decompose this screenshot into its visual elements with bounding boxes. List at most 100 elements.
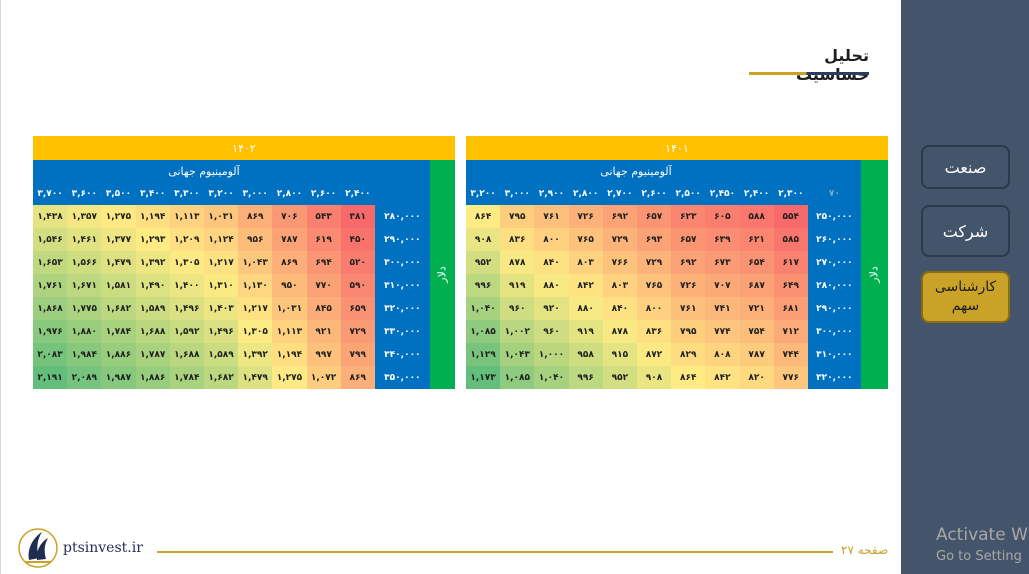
column-header-cell: ۳,۶۰۰ xyxy=(67,182,102,205)
table-cell: ۶۹۴ xyxy=(306,251,341,274)
column-header-cell: ۲,۴۰۰ xyxy=(739,182,774,205)
column-header-cell: ۲,۳۰۰ xyxy=(773,182,808,205)
table-corner-cell: ۷۰ xyxy=(807,182,861,205)
row-header-cell: ۳۲۰,۰۰۰ xyxy=(807,366,861,389)
nav-button-industry[interactable]: صنعت xyxy=(921,145,1010,189)
table-cell: ۷۷۶ xyxy=(773,366,808,389)
row-header-cell: ۳۴۰,۰۰۰ xyxy=(374,343,430,366)
table-cell: ۱,۲۰۹ xyxy=(169,228,204,251)
table-cell: ۱,۰۸۵ xyxy=(466,320,501,343)
table-cell: ۸۰۰ xyxy=(636,297,672,320)
slide: تحلیل حساسیت ۱۴۰۲ آلومینیوم جهانی ۳,۷۰۰۳… xyxy=(0,0,889,574)
table-cell: ۶۸۱ xyxy=(773,297,808,320)
column-header-cell: ۲,۶۰۰ xyxy=(306,182,341,205)
table-cell: ۱,۳۰۵ xyxy=(169,251,204,274)
table-row: ۱,۰۴۰ ۹۶۰ ۹۲۰ ۸۸۰ ۸۴۰ ۸۰۰ ۷۶۱ ۷۴۱ ۷۲۱ ۶۸۱ ۲۹۰,۰۰۰ xyxy=(466,297,861,320)
table-cell: ۱,۰۸۵ xyxy=(500,366,535,389)
column-header-cell: ۳,۷۰۰ xyxy=(33,182,68,205)
table-row: ۱,۷۶۱ ۱,۶۷۱ ۱,۵۸۱ ۱,۴۹۰ ۱,۴۰۰ ۱,۳۱۰ ۱,۱۳۰ ۹۵۰ ۷۷… xyxy=(33,274,430,297)
row-header-cell: ۲۸۰,۰۰۰ xyxy=(807,274,861,297)
row-header-cell: ۲۸۰,۰۰۰ xyxy=(374,205,430,228)
table-cell: ۷۹۹ xyxy=(340,343,375,366)
table-cell: ۶۸۷ xyxy=(739,274,774,297)
table-cell: ۹۵۶ xyxy=(238,228,273,251)
table-cell: ۸۸۰ xyxy=(534,274,569,297)
watermark-subtitle: Go to Setting xyxy=(936,549,1022,564)
table-cell: ۸۶۹ xyxy=(340,366,375,389)
column-header-cell: ۲,۴۰۰ xyxy=(340,182,375,205)
table-cell: ۹۱۹ xyxy=(500,274,535,297)
table-cell: ۱,۴۹۶ xyxy=(169,297,204,320)
row-header-cell: ۳۲۰,۰۰۰ xyxy=(374,297,430,320)
table-cell: ۱,۱۹۴ xyxy=(135,205,170,228)
column-header-cell: ۳,۰۰۰ xyxy=(238,182,273,205)
table-cell: ۱,۷۸۴ xyxy=(169,366,204,389)
table-cell: ۹۶۰ xyxy=(500,297,535,320)
table-cell: ۶۲۳ xyxy=(671,205,706,228)
column-header-cell: ۳,۲۰۰ xyxy=(203,182,239,205)
table-cell: ۶۹۲ xyxy=(602,205,637,228)
table-cell: ۱,۵۸۹ xyxy=(135,297,170,320)
row-header-cell: ۲۶۰,۰۰۰ xyxy=(807,228,861,251)
table-cell: ۶۱۹ xyxy=(306,228,341,251)
column-header-cell: ۲,۴۵۰ xyxy=(705,182,740,205)
table-cell: ۱,۱۱۳ xyxy=(272,320,307,343)
table-cell: ۱,۲۱۷ xyxy=(203,251,239,274)
table-header-label: آلومینیوم جهانی xyxy=(466,160,861,182)
nav-button-stock-valuation[interactable]: کارشناسی سهم xyxy=(921,271,1010,323)
table-row: ۲,۱۹۱ ۲,۰۸۹ ۱,۹۸۷ ۱,۸۸۶ ۱,۷۸۴ ۱,۶۸۲ ۱,۴۷۹ ۱,۲۷۵… xyxy=(33,366,430,389)
table-cell: ۷۲۹ xyxy=(340,320,375,343)
table-cell: ۷۲۱ xyxy=(739,297,774,320)
table-cell: ۱,۱۲۴ xyxy=(203,228,239,251)
table-cell: ۷۶۵ xyxy=(568,228,603,251)
table-cell: ۵۸۵ xyxy=(773,228,808,251)
nav-button-company[interactable]: شرکت xyxy=(921,205,1010,257)
table-cell: ۸۰۳ xyxy=(602,274,637,297)
table-cell: ۹۰۸ xyxy=(466,228,501,251)
table-cell: ۸۶۹ xyxy=(272,251,307,274)
table-cell: ۷۲۶ xyxy=(568,205,603,228)
table-row: ۱,۱۲۹ ۱,۰۴۳ ۱,۰۰۰ ۹۵۸ ۹۱۵ ۸۷۲ ۸۲۹ ۸۰۸ ۷۸۷ ۷۴۴ ۳۱۰,… xyxy=(466,343,861,366)
table-row: ۱,۸۶۸ ۱,۷۷۵ ۱,۶۸۲ ۱,۵۸۹ ۱,۴۹۶ ۱,۴۰۳ ۱,۲۱۷ ۱,۰۳۱… xyxy=(33,297,430,320)
table-cell: ۲,۱۹۱ xyxy=(33,366,68,389)
column-header-cell: ۲,۶۰۰ xyxy=(636,182,672,205)
table-cell: ۷۰۷ xyxy=(705,274,740,297)
table-row: ۱,۵۴۶ ۱,۴۶۱ ۱,۳۷۷ ۱,۲۹۳ ۱,۲۰۹ ۱,۱۲۴ ۹۵۶ ۷۸۷ ۶۱۹ ۴… xyxy=(33,228,430,251)
column-header-cell: ۳,۳۰۰ xyxy=(169,182,204,205)
table-row: ۲,۰۸۳ ۱,۹۸۴ ۱,۸۸۶ ۱,۷۸۷ ۱,۶۸۸ ۱,۵۸۹ ۱,۳۹۲ ۱,۱۹۴… xyxy=(33,343,430,366)
table-cell: ۱,۸۸۶ xyxy=(135,366,170,389)
row-header-cell: ۳۰۰,۰۰۰ xyxy=(807,320,861,343)
table-cell: ۷۲۹ xyxy=(602,228,637,251)
table-row: ۱,۶۵۳ ۱,۵۶۶ ۱,۴۷۹ ۱,۳۹۲ ۱,۳۰۵ ۱,۲۱۷ ۱,۰۴۳ ۸۶۹ ۶۹… xyxy=(33,251,430,274)
table-grid: آلومینیوم جهانی ۳,۲۰۰ ۳,۰۰۰ ۲,۹۰۰ ۲,۸۰۰ ۲,۷۰… xyxy=(466,160,861,389)
table-row: ۱,۱۷۳ ۱,۰۸۵ ۱,۰۴۰ ۹۹۶ ۹۵۲ ۹۰۸ ۸۶۴ ۸۴۲ ۸۲۰ ۷۷۶ ۳۲۰,… xyxy=(466,366,861,389)
table-cell: ۱,۹۷۶ xyxy=(33,320,68,343)
table-cell: ۸۴۲ xyxy=(705,366,740,389)
table-cell: ۶۵۷ xyxy=(671,228,706,251)
table-cell: ۸۰۸ xyxy=(705,343,740,366)
table-row: ۱,۰۸۵ ۱,۰۰۲ ۹۶۰ ۹۱۹ ۸۷۸ ۸۳۶ ۷۹۵ ۷۷۴ ۷۵۴ ۷۱۲ ۳۰۰,۰۰… xyxy=(466,320,861,343)
table-cell: ۶۵۴ xyxy=(739,251,774,274)
table-cell: ۸۷۸ xyxy=(602,320,637,343)
table-cell: ۱,۴۰۰ xyxy=(169,274,204,297)
table-cell: ۶۰۵ xyxy=(705,205,740,228)
column-header-cell: ۳,۰۰۰ xyxy=(500,182,535,205)
table-cell: ۵۴۳ xyxy=(306,205,341,228)
table-cell: ۹۹۶ xyxy=(568,366,603,389)
table-cell: ۸۶۴ xyxy=(671,366,706,389)
table-cell: ۱,۶۷۱ xyxy=(67,274,102,297)
row-header-cell: ۳۱۰,۰۰۰ xyxy=(374,274,430,297)
table-column-header-row: ۳,۲۰۰ ۳,۰۰۰ ۲,۹۰۰ ۲,۸۰۰ ۲,۷۰۰ ۲,۶۰۰ ۲,۵۰۰ ۲,۴۵۰… xyxy=(466,182,861,205)
table-cell: ۸۴۵ xyxy=(306,297,341,320)
table-cell: ۱,۰۴۰ xyxy=(466,297,501,320)
table-cell: ۷۶۵ xyxy=(636,274,672,297)
table-cell: ۱,۳۱۰ xyxy=(203,274,239,297)
table-cell: ۷۹۵ xyxy=(500,205,535,228)
table-cell: ۸۳۶ xyxy=(500,228,535,251)
table-cell: ۱,۶۸۸ xyxy=(135,320,170,343)
table-corner-cell xyxy=(374,182,430,205)
title-underline xyxy=(749,72,869,75)
table-cell: ۱,۳۰۵ xyxy=(238,320,273,343)
table-cell: ۷۹۵ xyxy=(671,320,706,343)
table-cell: ۹۰۸ xyxy=(636,366,672,389)
